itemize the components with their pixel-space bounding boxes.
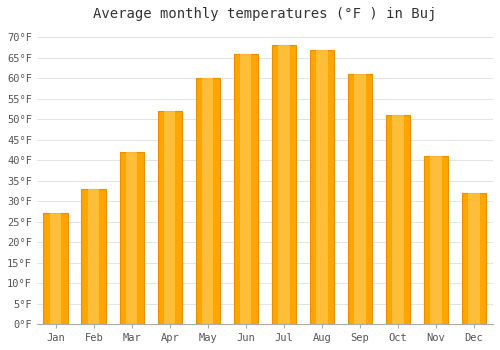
Bar (278, 46, 289, 324)
Bar (120, 152, 144, 324)
Bar (430, 156, 442, 324)
Bar (234, 54, 258, 324)
Bar (392, 115, 404, 324)
Bar (164, 111, 175, 324)
Bar (50, 214, 62, 324)
Bar (272, 46, 296, 324)
Bar (348, 74, 372, 324)
Bar (386, 115, 410, 324)
Bar (44, 214, 68, 324)
Bar (82, 189, 106, 324)
Bar (354, 74, 366, 324)
Bar (310, 50, 334, 324)
Title: Average monthly temperatures (°F ) in Buj: Average monthly temperatures (°F ) in Bu… (93, 7, 436, 21)
Bar (196, 78, 220, 324)
Bar (126, 152, 138, 324)
Bar (202, 78, 213, 324)
Bar (424, 156, 448, 324)
Bar (88, 189, 100, 324)
Bar (468, 193, 479, 324)
Bar (240, 54, 252, 324)
Bar (158, 111, 182, 324)
Bar (316, 50, 328, 324)
Bar (462, 193, 486, 324)
